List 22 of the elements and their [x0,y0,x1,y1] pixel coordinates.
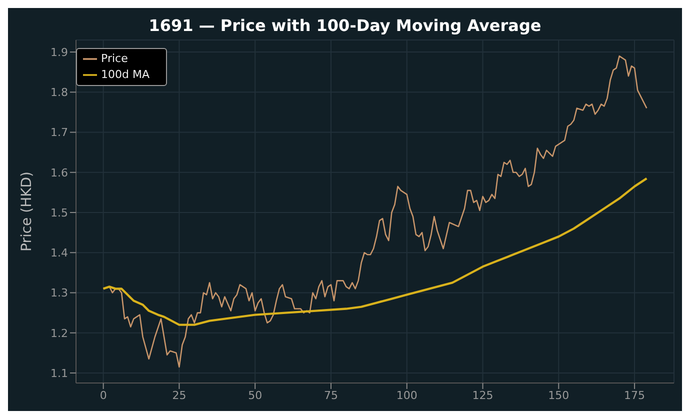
legend-label: Price [101,52,128,65]
chart-title: 1691 — Price with 100-Day Moving Average [148,15,542,37]
y-tick-label: 1.1 [50,366,68,380]
line-series [102,177,648,326]
y-tick-label: 1.4 [50,246,68,260]
x-tick-label: 100 [396,388,418,402]
x-tick-label: 0 [100,388,107,402]
y-tick-label: 1.2 [50,326,68,340]
y-tick-label: 1.3 [50,286,68,300]
x-tick-label: 50 [248,388,262,402]
x-tick-label: 25 [172,388,186,402]
x-tick-label: 150 [548,388,570,402]
y-tick-label: 1.9 [50,46,68,59]
y-tick-label: 1.6 [50,166,68,180]
x-tick-label: 125 [472,388,494,402]
legend-label: 100d MA [101,68,150,81]
y-tick-label: 1.5 [50,206,68,220]
y-tick-label: 1.7 [50,126,68,140]
x-tick-label: 175 [624,388,646,402]
y-axis-title: Price (HKD) [18,171,35,252]
x-tick-label: 75 [324,388,338,402]
y-tick-label: 1.8 [50,86,68,100]
